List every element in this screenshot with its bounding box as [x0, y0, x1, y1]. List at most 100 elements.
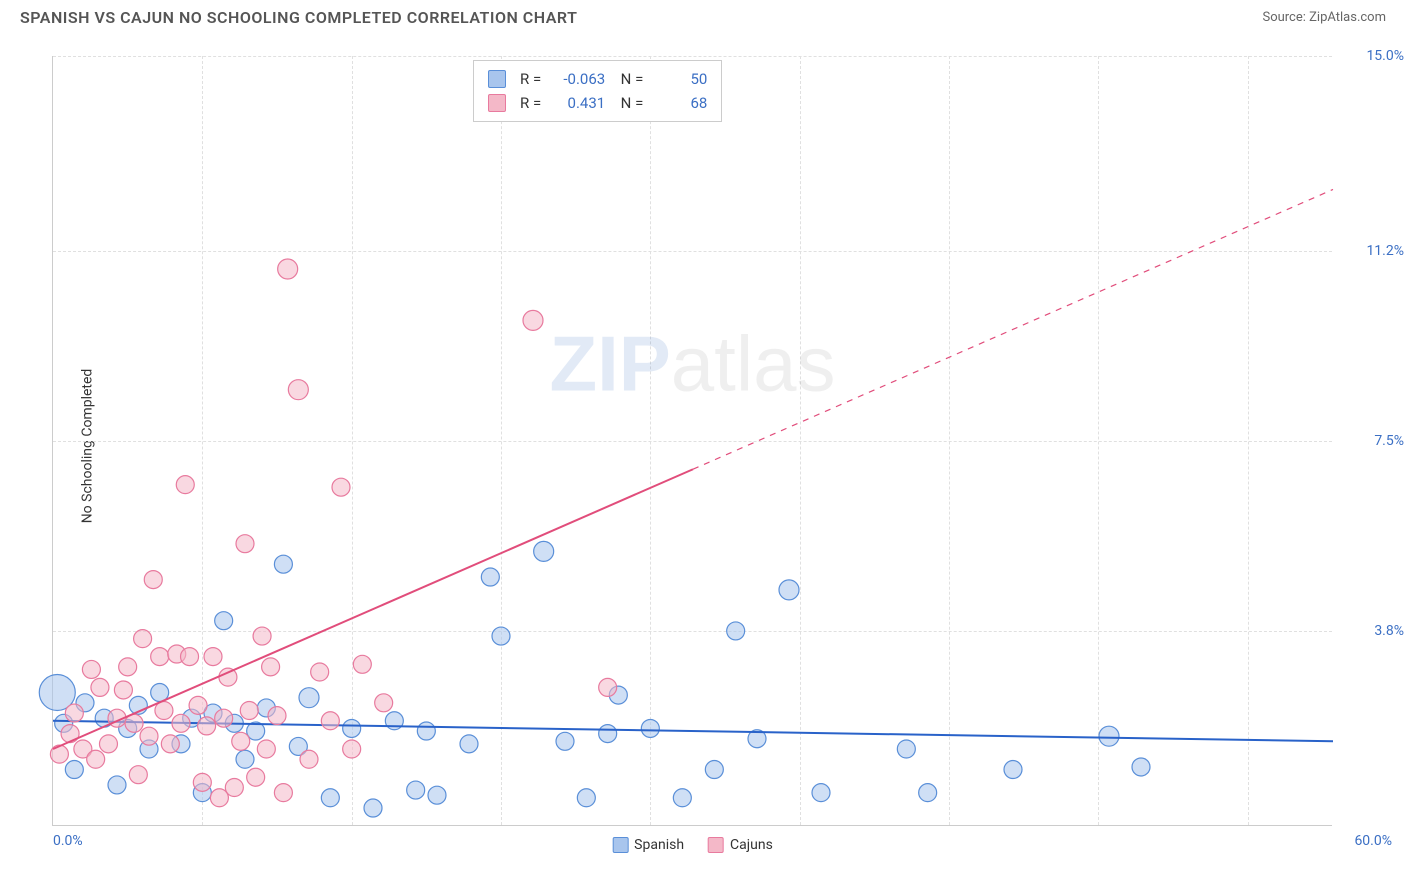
- header: SPANISH VS CAJUN NO SCHOOLING COMPLETED …: [0, 0, 1406, 31]
- data-point: [641, 719, 659, 737]
- stats-box: R = -0.063 N = 50 R = 0.431 N = 68: [473, 60, 722, 122]
- source-attribution: Source: ZipAtlas.com: [1262, 10, 1386, 25]
- data-point: [321, 712, 339, 730]
- data-point: [129, 766, 147, 784]
- data-point: [236, 750, 254, 768]
- data-point: [99, 735, 117, 753]
- stats-row-cajuns: R = 0.431 N = 68: [488, 91, 707, 115]
- data-point: [673, 789, 691, 807]
- data-point: [65, 761, 83, 779]
- legend-item-cajuns: Cajuns: [708, 837, 773, 853]
- data-point: [87, 750, 105, 768]
- data-point: [460, 735, 478, 753]
- data-point: [727, 622, 745, 640]
- data-point: [274, 555, 292, 573]
- data-point: [417, 722, 435, 740]
- y-tick-label: 15.0%: [1366, 48, 1404, 64]
- data-point: [577, 789, 595, 807]
- data-point: [193, 773, 211, 791]
- data-point: [919, 784, 937, 802]
- cajuns-swatch-icon: [488, 94, 506, 112]
- data-point: [481, 568, 499, 586]
- data-point: [897, 740, 915, 758]
- data-point: [181, 648, 199, 666]
- data-point: [257, 740, 275, 758]
- regression-line: [53, 469, 693, 749]
- chart-area: ZIPatlas R = -0.063 N = 50 R = 0.431 N =…: [52, 56, 1332, 826]
- data-point: [61, 725, 79, 743]
- x-axis-legend: Spanish Cajuns: [612, 837, 773, 853]
- data-point: [161, 735, 179, 753]
- data-point: [779, 580, 799, 600]
- data-point: [364, 799, 382, 817]
- data-point: [343, 719, 361, 737]
- data-point: [144, 571, 162, 589]
- x-tick-label: 60.0%: [1354, 833, 1392, 849]
- data-point: [556, 732, 574, 750]
- scatter-plot: [53, 56, 1332, 825]
- data-point: [232, 732, 250, 750]
- data-point: [240, 702, 258, 720]
- data-point: [332, 478, 350, 496]
- data-point: [812, 784, 830, 802]
- data-point: [253, 627, 271, 645]
- data-point: [215, 612, 233, 630]
- data-point: [91, 678, 109, 696]
- data-point: [534, 541, 554, 561]
- chart-title: SPANISH VS CAJUN NO SCHOOLING COMPLETED …: [20, 8, 577, 27]
- data-point: [134, 630, 152, 648]
- r-label: R =: [520, 91, 541, 115]
- data-point: [375, 694, 393, 712]
- data-point: [321, 789, 339, 807]
- n-value-cajuns: 68: [651, 91, 707, 115]
- legend-label-cajuns: Cajuns: [730, 837, 773, 853]
- regression-line-dashed: [693, 189, 1333, 469]
- y-tick-label: 11.2%: [1366, 243, 1404, 259]
- spanish-swatch-icon: [488, 70, 506, 88]
- n-label: N =: [613, 91, 643, 115]
- data-point: [108, 776, 126, 794]
- legend-item-spanish: Spanish: [612, 837, 684, 853]
- data-point: [50, 745, 68, 763]
- data-point: [300, 750, 318, 768]
- r-value-spanish: -0.063: [549, 67, 605, 91]
- data-point: [119, 658, 137, 676]
- data-point: [599, 725, 617, 743]
- n-label: N =: [613, 67, 643, 91]
- data-point: [1132, 758, 1150, 776]
- data-point: [189, 696, 207, 714]
- n-value-spanish: 50: [651, 67, 707, 91]
- data-point: [140, 727, 158, 745]
- data-point: [311, 663, 329, 681]
- data-point: [82, 660, 100, 678]
- r-value-cajuns: 0.431: [549, 91, 605, 115]
- data-point: [492, 627, 510, 645]
- data-point: [225, 779, 243, 797]
- data-point: [523, 310, 543, 330]
- spanish-legend-swatch-icon: [612, 837, 628, 853]
- x-tick-label: 0.0%: [53, 833, 83, 849]
- data-point: [299, 688, 319, 708]
- data-point: [247, 768, 265, 786]
- data-point: [407, 781, 425, 799]
- data-point: [599, 678, 617, 696]
- data-point: [172, 714, 190, 732]
- data-point: [428, 786, 446, 804]
- data-point: [215, 709, 233, 727]
- data-point: [262, 658, 280, 676]
- y-tick-label: 3.8%: [1374, 623, 1404, 639]
- data-point: [274, 784, 292, 802]
- data-point: [1004, 761, 1022, 779]
- data-point: [288, 380, 308, 400]
- cajuns-legend-swatch-icon: [708, 837, 724, 853]
- data-point: [278, 259, 298, 279]
- chart-container: SPANISH VS CAJUN NO SCHOOLING COMPLETED …: [0, 0, 1406, 892]
- data-point: [1099, 726, 1119, 746]
- legend-label-spanish: Spanish: [634, 837, 684, 853]
- data-point: [353, 655, 371, 673]
- data-point: [198, 717, 216, 735]
- data-point: [204, 648, 222, 666]
- data-point: [236, 535, 254, 553]
- data-point: [268, 707, 286, 725]
- data-point: [151, 648, 169, 666]
